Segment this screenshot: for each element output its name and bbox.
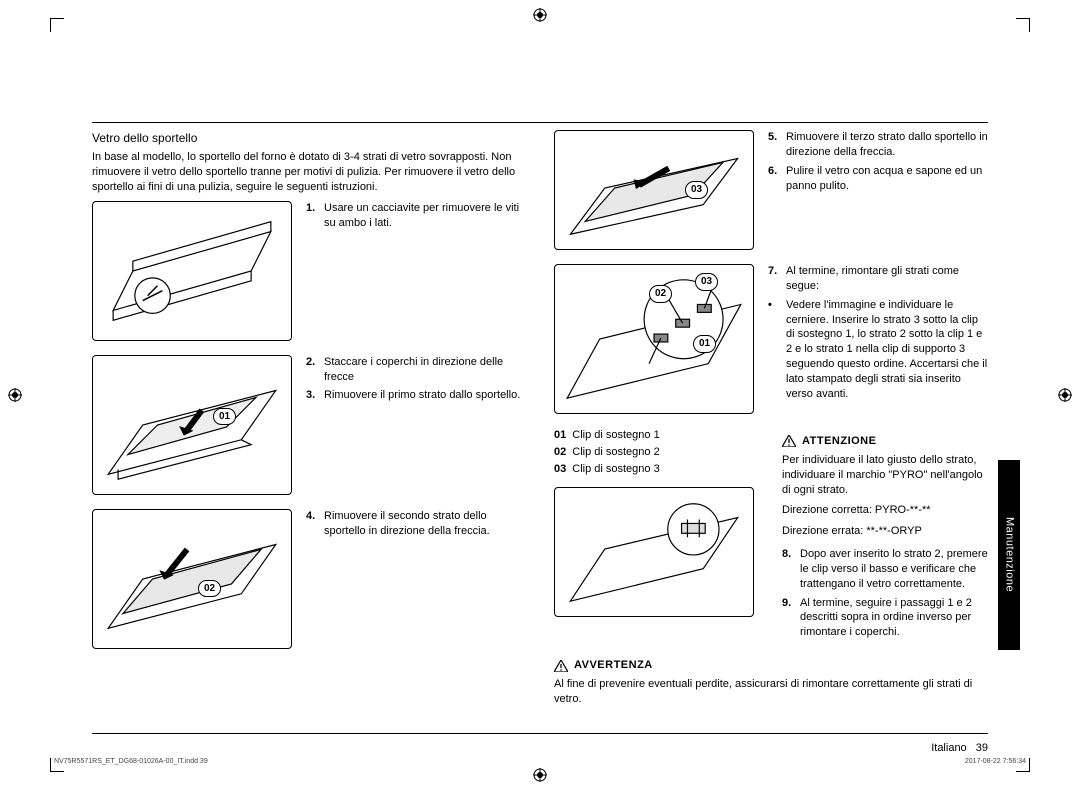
step-num: 4. <box>306 509 320 539</box>
legend-text: Clip di sostegno 2 <box>572 445 659 460</box>
step-num: 3. <box>306 388 320 403</box>
imposition-info-left: NV75R5571RS_ET_DG68-01026A-00_IT.indd 39 <box>54 757 208 766</box>
attention-body: Per individuare il lato giusto dello str… <box>782 453 988 498</box>
imposition-info-right: 2017-08-22 7:56:34 <box>965 757 1026 766</box>
step-body: Dopo aver inserito lo strato 2, premere … <box>800 547 988 592</box>
step-num: 9. <box>782 596 796 641</box>
direction-ok: Direzione corretta: PYRO-**-** <box>782 503 988 518</box>
bullet: • <box>768 298 782 402</box>
figure-step2-3: 01 <box>92 355 292 495</box>
step-body: Usare un cacciavite per rimuovere le vit… <box>324 201 526 231</box>
step-body: Rimuovere il primo strato dallo sportell… <box>324 388 520 403</box>
step-body: Rimuovere il terzo strato dallo sportell… <box>786 130 988 160</box>
figure-step7: 01 02 03 <box>554 264 754 414</box>
side-tab: Manutenzione <box>998 460 1020 650</box>
registration-mark <box>533 8 547 22</box>
step-text: 4.Rimuovere il secondo strato dello spor… <box>306 509 526 543</box>
legend-text: Clip di sostegno 3 <box>572 462 659 477</box>
page-number: 39 <box>976 742 988 754</box>
page-footer: Italiano 39 <box>931 741 988 756</box>
step-text: 2.Staccare i coperchi in direzione delle… <box>306 355 526 408</box>
side-tab-label: Manutenzione <box>1002 517 1017 592</box>
step-num: 1. <box>306 201 320 231</box>
callout: 01 <box>693 335 716 353</box>
step-num: 8. <box>782 547 796 592</box>
step-body: Al termine, rimontare gli strati come se… <box>786 264 988 294</box>
warning-icon <box>554 660 568 672</box>
crop-mark <box>50 18 64 32</box>
language-label: Italiano <box>931 742 966 754</box>
step-num: 6. <box>768 164 782 194</box>
right-column: 03 5.Rimuovere il terzo strato dallo spo… <box>554 130 988 740</box>
step-text: 7.Al termine, rimontare gli strati come … <box>768 264 988 406</box>
step-body: Pulire il vetro con acqua e sapone ed un… <box>786 164 988 194</box>
step-body: Rimuovere il secondo strato dello sporte… <box>324 509 526 539</box>
step-body: Al termine, seguire i passaggi 1 e 2 des… <box>800 596 988 641</box>
callout: 02 <box>198 580 221 598</box>
step-num: 5. <box>768 130 782 160</box>
rule <box>92 122 988 123</box>
attention-label: ATTENZIONE <box>802 434 876 449</box>
registration-mark <box>1058 388 1072 402</box>
warning-icon <box>782 435 796 447</box>
figure-step4: 02 <box>92 509 292 649</box>
warning-heading: AVVERTENZA <box>554 658 988 673</box>
warning-label: AVVERTENZA <box>574 658 653 673</box>
legend-text: Clip di sostegno 1 <box>572 428 659 443</box>
callout: 03 <box>685 181 708 199</box>
crop-mark <box>1016 18 1030 32</box>
step-text: 1.Usare un cacciavite per rimuovere le v… <box>306 201 526 235</box>
step-body: Staccare i coperchi in direzione delle f… <box>324 355 526 385</box>
figure-step8 <box>554 487 754 617</box>
step-num: 2. <box>306 355 320 385</box>
step-num: 7. <box>768 264 782 294</box>
registration-mark <box>533 768 547 782</box>
left-column: Vetro dello sportello In base al modello… <box>92 130 526 740</box>
figure-step5: 03 <box>554 130 754 250</box>
step-body: Vedere l'immagine e individuare le cerni… <box>786 298 988 402</box>
callout: 03 <box>695 273 718 291</box>
legend: 01 Clip di sostegno 1 02 Clip di sostegno … <box>554 428 754 477</box>
warning-body: Al fine di prevenire eventuali perdite, … <box>554 677 988 707</box>
figure-step1 <box>92 201 292 341</box>
section-title: Vetro dello sportello <box>92 130 526 146</box>
registration-mark <box>8 388 22 402</box>
rule <box>92 733 988 734</box>
attention-heading: ATTENZIONE <box>782 434 988 449</box>
callout: 02 <box>649 285 672 303</box>
legend-num: 02 <box>554 445 566 460</box>
callout: 01 <box>213 408 236 426</box>
legend-num: 01 <box>554 428 566 443</box>
direction-bad: Direzione errata: **-**-ORYP <box>782 524 988 539</box>
intro-text: In base al modello, lo sportello del for… <box>92 150 526 195</box>
legend-num: 03 <box>554 462 566 477</box>
step-text: 5.Rimuovere il terzo strato dallo sporte… <box>768 130 988 197</box>
page-content: Vetro dello sportello In base al modello… <box>92 130 988 740</box>
